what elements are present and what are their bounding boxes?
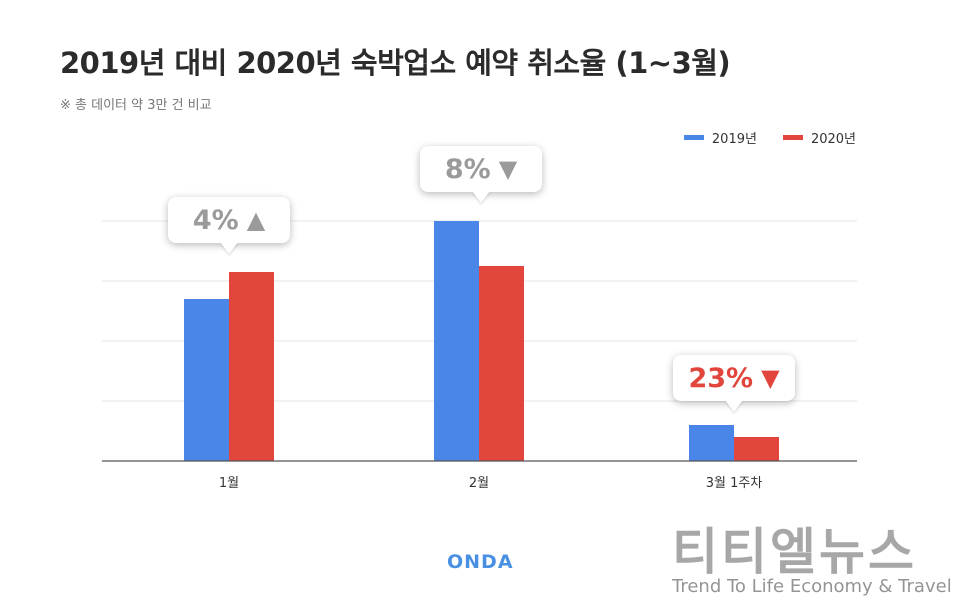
chart-title: 2019년 대비 2020년 숙박업소 예약 취소율 (1~3월) [60, 46, 731, 80]
legend: 2019년 2020년 [683, 128, 856, 147]
legend-swatch-2020 [782, 135, 803, 140]
onda-logo: ONDA [447, 551, 514, 573]
legend-label-2019: 2019년 [711, 132, 757, 147]
x-tick-label: 3월 1주차 [706, 476, 763, 491]
chart-subtitle: ※ 총 데이터 약 3만 건 비교 [60, 98, 212, 113]
watermark-english: Trend To Life Economy & Travel [672, 576, 952, 597]
bar-2020-1 [479, 266, 524, 461]
legend-item-2019: 2019년 [683, 128, 757, 147]
legend-swatch-2019 [683, 135, 704, 140]
triangle-down-icon: ▼ [498, 155, 518, 183]
bar-2019-2 [689, 425, 734, 461]
callout-value: 8% [444, 153, 491, 185]
bar-2020-2 [734, 437, 779, 461]
callout-2: 23% ▼ [673, 355, 795, 401]
callout-value: 23% [688, 362, 754, 394]
triangle-up-icon: ▲ [246, 206, 266, 234]
callout-1: 8% ▼ [420, 146, 542, 192]
bar-2020-0 [229, 272, 274, 461]
callout-0: 4% ▲ [168, 197, 290, 243]
x-tick-label: 2월 [469, 476, 489, 491]
bar-2019-0 [184, 299, 229, 461]
triangle-down-icon: ▼ [761, 364, 780, 392]
callout-value: 4% [192, 204, 239, 236]
x-tick-label: 1월 [219, 476, 239, 491]
bar-2019-1 [434, 221, 479, 461]
legend-item-2020: 2020년 [782, 128, 856, 147]
legend-label-2020: 2020년 [810, 132, 856, 147]
watermark-korean: 티티엘뉴스 [672, 523, 917, 581]
